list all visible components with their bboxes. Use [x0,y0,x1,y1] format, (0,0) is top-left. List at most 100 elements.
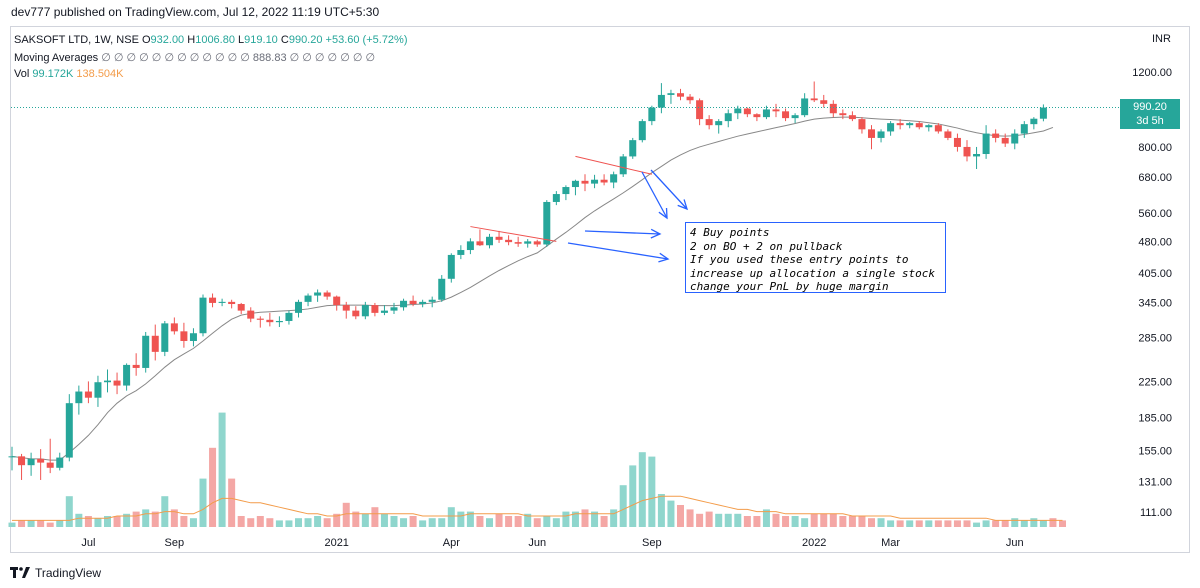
price-axis-label: 155.00 [1138,445,1172,457]
volume-bar [380,513,388,527]
candle-body [476,241,484,246]
change-value: +53.60 (+5.72%) [325,34,408,46]
volume-bar [820,513,828,527]
candle-body [218,301,226,303]
volume-bar [285,520,293,527]
candle-body [925,125,933,128]
volume-bar [466,511,474,527]
candle-body [915,123,923,128]
volume-bar [953,520,961,527]
vol-label[interactable]: Vol [14,68,30,80]
volume-bar [724,513,732,527]
tradingview-logo-icon [10,567,30,578]
volume-bar [247,518,255,527]
candle-body [848,115,856,120]
arrow-head [650,228,662,239]
volume-bar [84,516,92,527]
low-value: 919.10 [244,34,278,46]
candle-body [285,312,293,321]
footer: TradingView [10,566,101,580]
ma-label[interactable]: Moving Averages [14,52,99,64]
candle-body [457,250,465,255]
candle-body [619,156,627,175]
volume-bar [1030,518,1038,527]
candle-body [161,323,169,352]
volume-bar [1059,520,1066,527]
candle-body [944,131,952,138]
time-axis-label: Jun [1006,537,1024,549]
volume-bar [581,509,589,527]
volume-bar [1020,520,1028,527]
candle-body [304,295,312,302]
volume-bar [1049,518,1057,527]
candle-body [782,111,790,119]
volume-bar [495,513,503,527]
time-axis-label: Jun [528,537,546,549]
annotation-note[interactable]: 4 Buy points 2 on BO + 2 on pullback If … [685,222,946,293]
candle-body [705,119,713,126]
last-price-value: 990.20 [1133,101,1167,113]
candle-body [228,301,236,305]
volume-bar [868,518,875,527]
candle-body [505,239,513,243]
candle-body [600,179,608,183]
candle-body [94,382,102,398]
candle-body [151,335,159,352]
volume-bar [543,516,551,527]
candle-body [37,458,45,463]
candle-body [84,391,92,398]
candle-body [419,301,427,305]
trendline [470,226,557,242]
volume-bar [304,518,312,527]
legend-ma-row: Moving Averages ∅ ∅ ∅ ∅ ∅ ∅ ∅ ∅ ∅ ∅ ∅ ∅ … [14,51,375,64]
candle-body [380,310,388,313]
arrow-shaft [567,242,669,260]
candle-body [180,331,188,341]
candle-body [858,119,866,130]
candle-body [877,131,885,138]
candle-body [199,297,207,334]
volume-bar [228,478,236,527]
candle-body [734,108,742,114]
volume-bar [428,518,436,527]
volume-bar [696,513,704,527]
note-line: If you used these entry points to [690,253,909,266]
volume-bar [37,520,45,527]
volume-bar [218,412,226,527]
candle-body [495,236,503,240]
symbol-title[interactable]: SAKSOFT LTD, 1W, NSE [14,34,139,46]
candle-body [1020,124,1028,134]
volume-bar [753,516,761,527]
candle-body [113,380,121,386]
volume-bar [266,518,274,527]
candle-body [371,305,379,313]
footer-brand[interactable]: TradingView [35,566,102,580]
last-price-tag: 990.20 3d 5h [1120,99,1180,129]
volume-bar [973,522,981,527]
volume-bar [734,513,742,527]
volume-bar [275,520,283,527]
candle-body [552,194,560,202]
ma-empty-values: ∅ ∅ ∅ ∅ ∅ ∅ ∅ ∅ ∅ ∅ ∅ ∅ [101,52,250,64]
currency-label[interactable]: INR [1152,33,1171,45]
candle-body [715,121,723,126]
candle-body [390,307,398,311]
candle-body [906,123,914,126]
candle-body [256,318,264,320]
chart-frame[interactable] [10,26,1190,553]
volume-bar [27,520,35,527]
volume-bar [896,520,904,527]
candle-body [46,462,54,468]
candle-body [428,299,436,302]
candle-body [829,103,837,114]
trendline [575,155,652,175]
candle-body [486,236,493,246]
candle-body [562,187,570,195]
candle-body [75,391,83,404]
volume-bar [648,456,656,527]
candle-body [973,154,981,157]
candle-body [56,457,64,468]
candle-body [123,364,131,386]
candle-body [438,278,446,300]
